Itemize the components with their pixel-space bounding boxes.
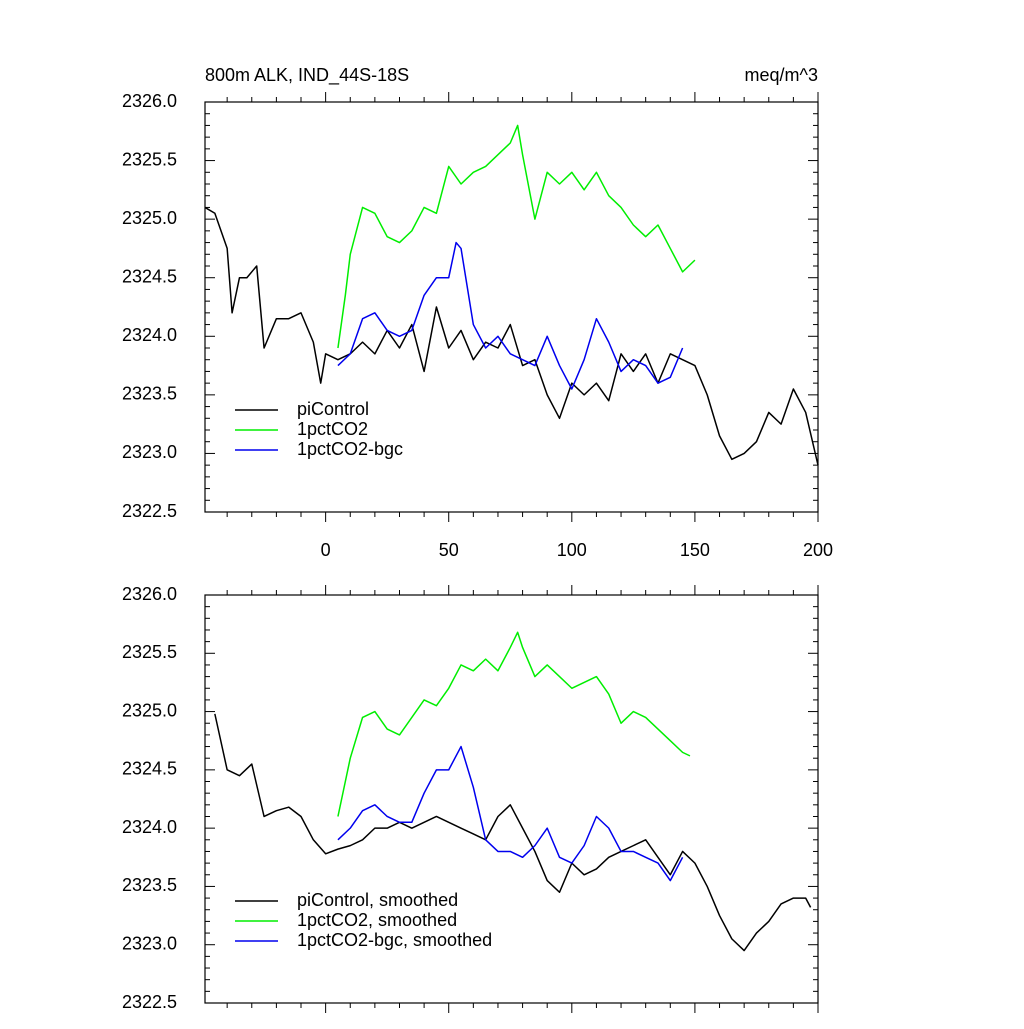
data-line [337, 631, 691, 817]
x-tick-label: 0 [321, 540, 331, 560]
x-tick-label: 150 [680, 540, 710, 560]
data-line [337, 124, 696, 349]
plot-frame [204, 101, 819, 513]
plot-frame [204, 594, 819, 1004]
x-tick-label: 200 [803, 540, 833, 560]
y-tick-label: 2322.5 [122, 501, 177, 521]
y-tick-label: 2326.0 [122, 584, 177, 604]
y-tick-label: 2326.0 [122, 91, 177, 111]
data-line [204, 206, 819, 466]
y-tick-label: 2324.5 [122, 266, 177, 286]
y-tick-label: 2322.5 [122, 992, 177, 1012]
chart-units: meq/m^3 [745, 65, 818, 85]
data-line [337, 241, 684, 390]
y-tick-label: 2325.0 [122, 208, 177, 228]
y-tick-label: 2323.5 [122, 384, 177, 404]
legend-label: piControl [297, 399, 369, 419]
data-line [214, 713, 812, 952]
y-tick-label: 2325.5 [122, 642, 177, 662]
legend-label: 1pctCO2-bgc [297, 439, 403, 459]
legend-label: 1pctCO2-bgc, smoothed [297, 930, 492, 950]
y-tick-label: 2324.5 [122, 759, 177, 779]
y-tick-label: 2323.5 [122, 875, 177, 895]
plot-area: 2322.5 2323.0 2323.5 2324.0 2324.5 2325.0 2325… [122, 584, 819, 1013]
data-line [337, 745, 684, 882]
y-tick-label: 2325.0 [122, 700, 177, 720]
plot-area: 2322.5 2323.0 2323.5 2324.0 2324.5 2325.0 2325… [122, 91, 833, 560]
y-tick-label: 2324.0 [122, 325, 177, 345]
x-tick-label: 50 [439, 540, 459, 560]
y-tick-label: 2323.0 [122, 442, 177, 462]
legend-label: 1pctCO2, smoothed [297, 910, 457, 930]
x-tick-label: 100 [557, 540, 587, 560]
y-tick-label: 2324.0 [122, 817, 177, 837]
y-tick-label: 2323.0 [122, 933, 177, 953]
chart-title: 800m ALK, IND_44S-18S [205, 65, 409, 86]
legend-label: piControl, smoothed [297, 890, 458, 910]
y-tick-label: 2325.5 [122, 149, 177, 169]
legend-label: 1pctCO2 [297, 419, 368, 439]
